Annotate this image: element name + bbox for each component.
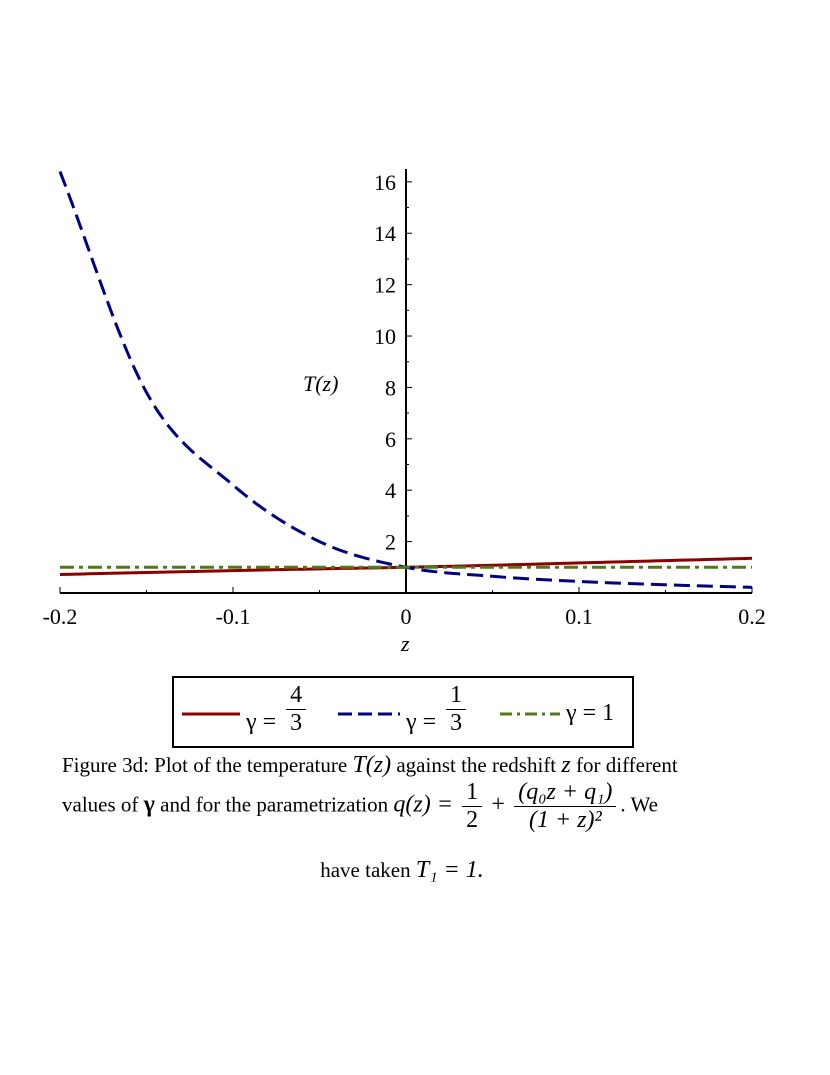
- caption-text-2b: and for the parametrization: [154, 792, 394, 817]
- caption-math-q: q(z) =: [393, 791, 453, 818]
- caption-math-z: z: [561, 752, 571, 778]
- legend-item-gamma-1-3: γ = 1 3: [406, 682, 470, 737]
- caption-frac-num: (q₀z + q₁): [514, 779, 617, 807]
- legend-value-3: 1: [602, 700, 615, 726]
- legend-frac-2-den: 3: [450, 710, 463, 736]
- caption-frac-den: (1 + z)²: [528, 807, 602, 833]
- legend-swatches: [182, 712, 560, 716]
- y-tick-label: 2: [385, 530, 396, 555]
- temperature-chart: -0.2 -0.1 0 0.1 0.2 2 4 6 8 10 12 14 16 T(z) z: [43, 169, 766, 656]
- caption-text-1c: for different: [570, 753, 678, 777]
- x-tick-label: -0.2: [43, 604, 78, 629]
- legend-frac-1-den: 3: [290, 710, 303, 736]
- y-tick-label: 10: [374, 324, 396, 349]
- caption-gamma: γ: [143, 791, 155, 818]
- caption-plus: +: [491, 791, 505, 818]
- legend-equals-1: =: [262, 709, 277, 736]
- figure-caption: Figure 3d: Plot of the temperature T(z) …: [62, 752, 782, 884]
- x-axis-label: z: [400, 631, 410, 656]
- x-tick-label: -0.1: [216, 604, 251, 629]
- y-tick-label: 4: [385, 478, 396, 503]
- caption-frac-half: 1 2: [462, 779, 483, 834]
- caption-math-t1: T₁ = 1.: [415, 857, 484, 883]
- caption-line-3: have taken T₁ = 1.: [62, 857, 782, 884]
- legend-frac-2: 1 3: [446, 682, 467, 737]
- caption-line-2: values of γ and for the parametrization …: [62, 779, 782, 857]
- x-tick-label: 0.2: [738, 604, 766, 629]
- legend-frac-2-num: 1: [446, 682, 467, 710]
- legend-equals-3: =: [582, 700, 597, 726]
- ticks: -0.2 -0.1 0 0.1 0.2 2 4 6 8 10 12 14 16: [43, 170, 766, 629]
- y-tick-label: 14: [374, 221, 396, 246]
- legend-frac-1: 4 3: [286, 682, 307, 737]
- y-axis-label: T(z): [303, 371, 338, 396]
- caption-half-den: 2: [466, 807, 479, 833]
- series-lines: [58, 171, 753, 589]
- caption-text-1a: Figure 3d: Plot of the temperature: [62, 753, 353, 777]
- axes: [60, 169, 752, 594]
- caption-frac-main: (q₀z + q₁) (1 + z)²: [514, 779, 617, 834]
- legend-equals-2: =: [422, 709, 437, 736]
- legend-gamma-3: γ: [566, 700, 577, 726]
- y-tick-label: 6: [385, 427, 396, 452]
- legend-frac-1-num: 4: [286, 682, 307, 710]
- y-tick-label: 12: [374, 273, 396, 298]
- y-tick-label: 16: [374, 170, 396, 195]
- caption-text-1b: against the redshift: [391, 753, 562, 777]
- caption-text-3a: have taken: [320, 858, 416, 882]
- caption-math-tz: T(z): [352, 752, 392, 778]
- x-tick-label: 0: [401, 604, 412, 629]
- legend-item-gamma-4-3: γ = 4 3: [246, 682, 310, 737]
- legend-gamma-2: γ: [406, 709, 417, 736]
- legend-item-gamma-1: γ = 1: [566, 700, 614, 727]
- legend-gamma-1: γ: [246, 709, 257, 736]
- caption-line-1: Figure 3d: Plot of the temperature T(z) …: [62, 752, 782, 779]
- legend: γ = 4 3 γ = 1 3 γ = 1: [172, 676, 634, 748]
- caption-text-2end: . We: [620, 792, 659, 817]
- caption-text-2a: values of: [62, 792, 144, 817]
- caption-half-num: 1: [462, 779, 483, 807]
- x-tick-label: 0.1: [565, 604, 593, 629]
- y-tick-label: 8: [385, 375, 396, 400]
